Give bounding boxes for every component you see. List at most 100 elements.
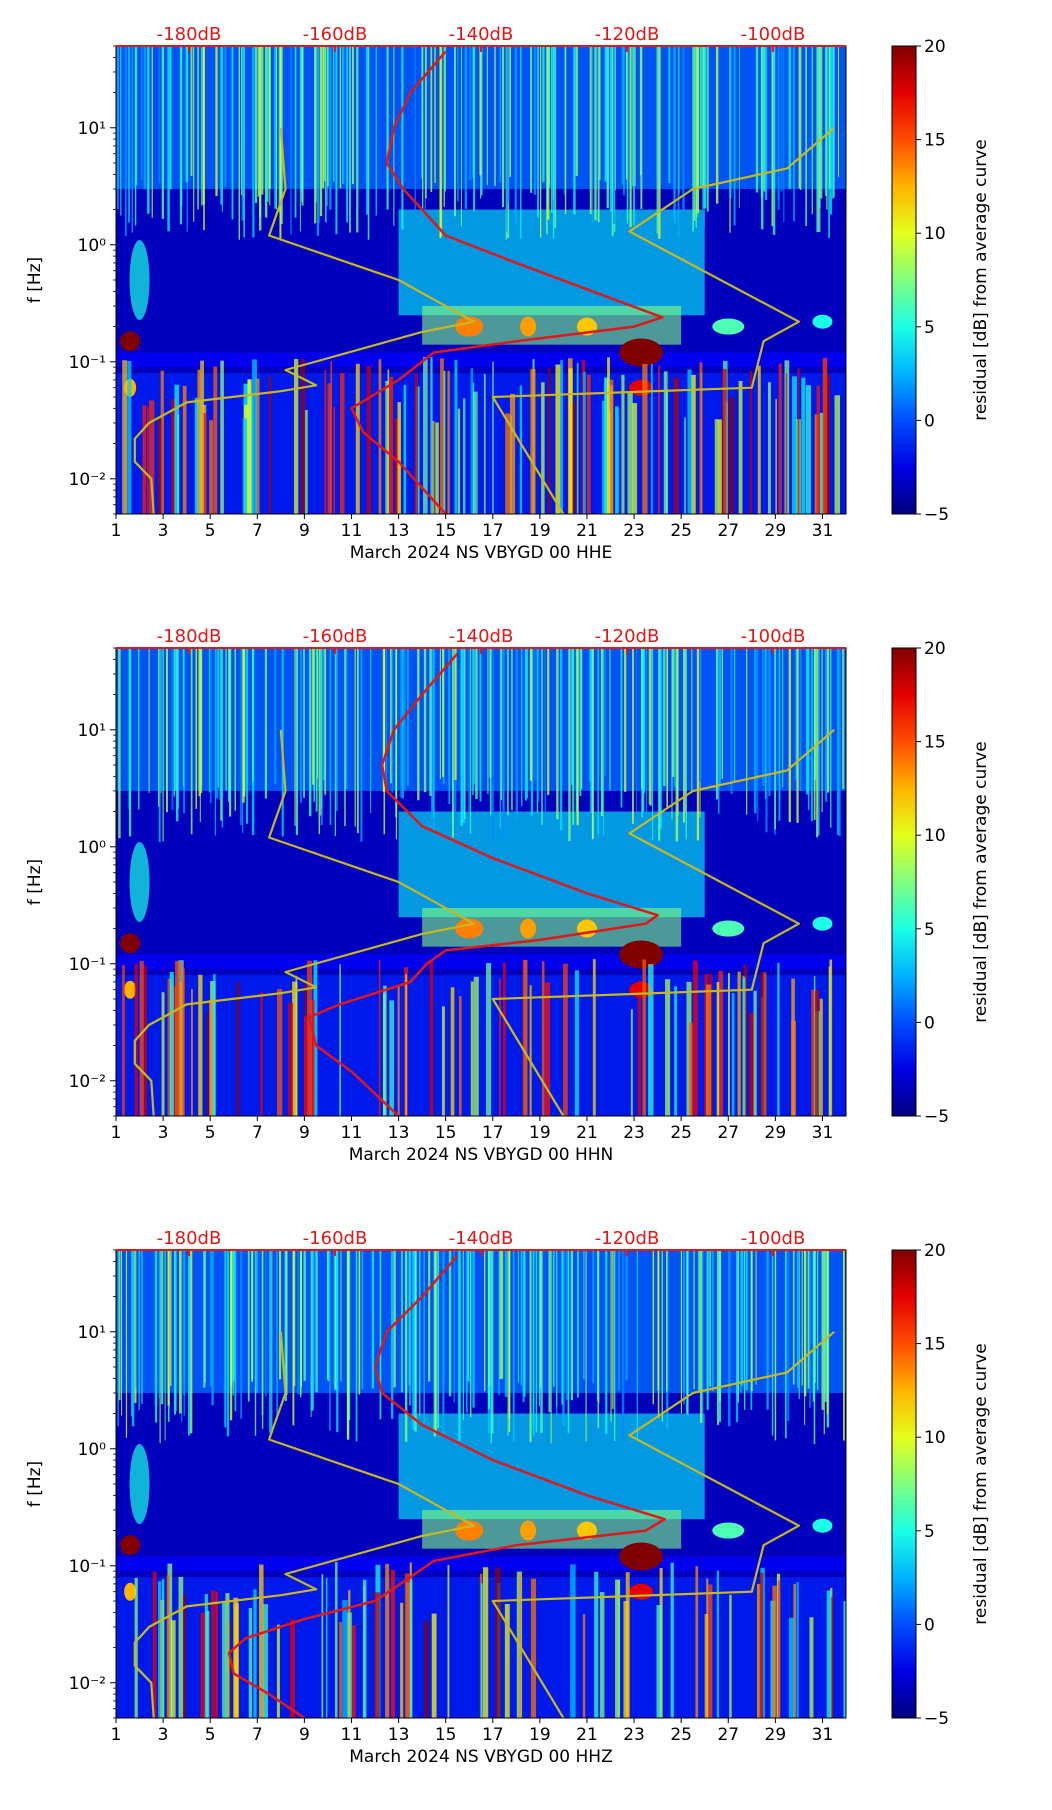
top-axis-label: -180dB <box>157 1228 222 1249</box>
top-axis-label: -160dB <box>303 626 368 647</box>
spectrogram <box>116 648 846 1116</box>
colorbar-tick-label: 5 <box>924 1522 935 1542</box>
x-tick-label: 21 <box>576 521 598 541</box>
x-tick-label: 3 <box>158 1725 169 1745</box>
y-tick-label: 10⁻² <box>69 1072 106 1092</box>
x-tick-label: 11 <box>341 1725 363 1745</box>
colorbar-tick-label: 5 <box>924 920 935 940</box>
top-axis-label: -180dB <box>157 24 222 45</box>
colorbar-label: residual [dB] from average curve <box>971 741 991 1022</box>
x-tick-label: 21 <box>576 1725 598 1745</box>
colorbar-tick-label: 0 <box>924 1013 935 1033</box>
colorbar-tick-label: 5 <box>924 318 935 338</box>
x-tick-label: 19 <box>529 521 551 541</box>
y-tick-label: 10⁻¹ <box>69 1557 106 1577</box>
colorbar-tick-label: 10 <box>924 826 946 846</box>
x-tick-label: 29 <box>765 521 787 541</box>
colorbar-tick-label: 15 <box>924 1335 946 1355</box>
x-tick-label: 9 <box>299 1123 310 1143</box>
x-tick-label: 5 <box>205 1123 216 1143</box>
x-tick-label: 27 <box>717 1725 739 1745</box>
x-tick-label: 25 <box>670 1123 692 1143</box>
series-line-2 <box>491 728 835 1116</box>
colorbar-tick-label: 10 <box>924 224 946 244</box>
x-tick-label: 7 <box>252 1725 263 1745</box>
colorbar-tick-label: 15 <box>924 131 946 151</box>
x-tick-label: 13 <box>388 1725 410 1745</box>
x-tick-label: 31 <box>812 1725 834 1745</box>
x-tick-label: 29 <box>765 1725 787 1745</box>
series-line-1 <box>133 127 475 514</box>
x-tick-label: 11 <box>341 1123 363 1143</box>
colorbar <box>891 45 917 515</box>
x-tick-label: 17 <box>482 521 504 541</box>
spectrogram <box>116 46 846 514</box>
x-tick-label: 27 <box>717 1123 739 1143</box>
colorbar-tick-label: 10 <box>924 1428 946 1448</box>
y-axis-label: f [Hz] <box>25 257 45 303</box>
series-line-2 <box>491 1330 835 1718</box>
y-tick-label: 10⁻² <box>69 470 106 490</box>
colorbar-label: residual [dB] from average curve <box>971 1343 991 1624</box>
y-tick-label: 10⁰ <box>78 838 107 858</box>
x-tick-label: 3 <box>158 521 169 541</box>
series-line-3 <box>350 50 664 514</box>
series-line-1 <box>133 1331 475 1718</box>
x-tick-label: 19 <box>529 1123 551 1143</box>
y-tick-label: 10⁻¹ <box>69 955 106 975</box>
x-axis-label: March 2024 NS VBYGD 00 HHZ <box>349 1747 612 1767</box>
series-line-1 <box>133 729 475 1116</box>
series-line-3 <box>227 1254 666 1718</box>
colorbar <box>891 647 917 1117</box>
y-tick-label: 10⁻¹ <box>69 353 106 373</box>
x-tick-label: 3 <box>158 1123 169 1143</box>
colorbar-tick-label: −5 <box>924 1107 949 1127</box>
x-tick-label: 19 <box>529 1725 551 1745</box>
x-tick-label: 23 <box>623 1123 645 1143</box>
x-tick-label: 31 <box>812 521 834 541</box>
x-tick-label: 17 <box>482 1725 504 1745</box>
x-tick-label: 15 <box>435 521 457 541</box>
x-tick-label: 9 <box>299 1725 310 1745</box>
top-axis-label: -120dB <box>595 24 660 45</box>
y-tick-label: 10⁻² <box>69 1674 106 1694</box>
x-tick-label: 25 <box>670 1725 692 1745</box>
y-tick-label: 10¹ <box>78 1323 106 1343</box>
top-axis-label: -100dB <box>741 24 806 45</box>
x-tick-label: 1 <box>111 1123 122 1143</box>
x-tick-label: 11 <box>341 521 363 541</box>
x-tick-label: 23 <box>623 1725 645 1745</box>
top-axis-label: -140dB <box>449 1228 514 1249</box>
spectrogram <box>116 1250 846 1718</box>
x-tick-label: 21 <box>576 1123 598 1143</box>
x-tick-label: 23 <box>623 521 645 541</box>
x-tick-label: 29 <box>765 1123 787 1143</box>
top-axis-label: -120dB <box>595 1228 660 1249</box>
x-tick-label: 27 <box>717 521 739 541</box>
x-tick-label: 25 <box>670 521 692 541</box>
y-tick-label: 10¹ <box>78 119 106 139</box>
x-axis-label: March 2024 NS VBYGD 00 HHE <box>350 543 613 563</box>
x-tick-label: 15 <box>435 1725 457 1745</box>
y-tick-label: 10⁰ <box>78 236 107 256</box>
top-axis-label: -180dB <box>157 626 222 647</box>
x-tick-label: 5 <box>205 521 216 541</box>
top-axis-label: -160dB <box>303 1228 368 1249</box>
colorbar-tick-label: 20 <box>924 639 946 659</box>
colorbar-tick-label: 20 <box>924 37 946 57</box>
colorbar-tick-label: 0 <box>924 411 935 431</box>
colorbar-label: residual [dB] from average curve <box>971 139 991 420</box>
x-tick-label: 9 <box>299 521 310 541</box>
x-axis-label: March 2024 NS VBYGD 00 HHN <box>349 1145 614 1165</box>
y-axis-label: f [Hz] <box>25 1461 45 1507</box>
series-line-3 <box>307 652 659 1116</box>
series-line-2 <box>491 126 835 514</box>
colorbar <box>891 1249 917 1719</box>
x-tick-label: 31 <box>812 1123 834 1143</box>
colorbar-tick-label: −5 <box>924 1709 949 1729</box>
